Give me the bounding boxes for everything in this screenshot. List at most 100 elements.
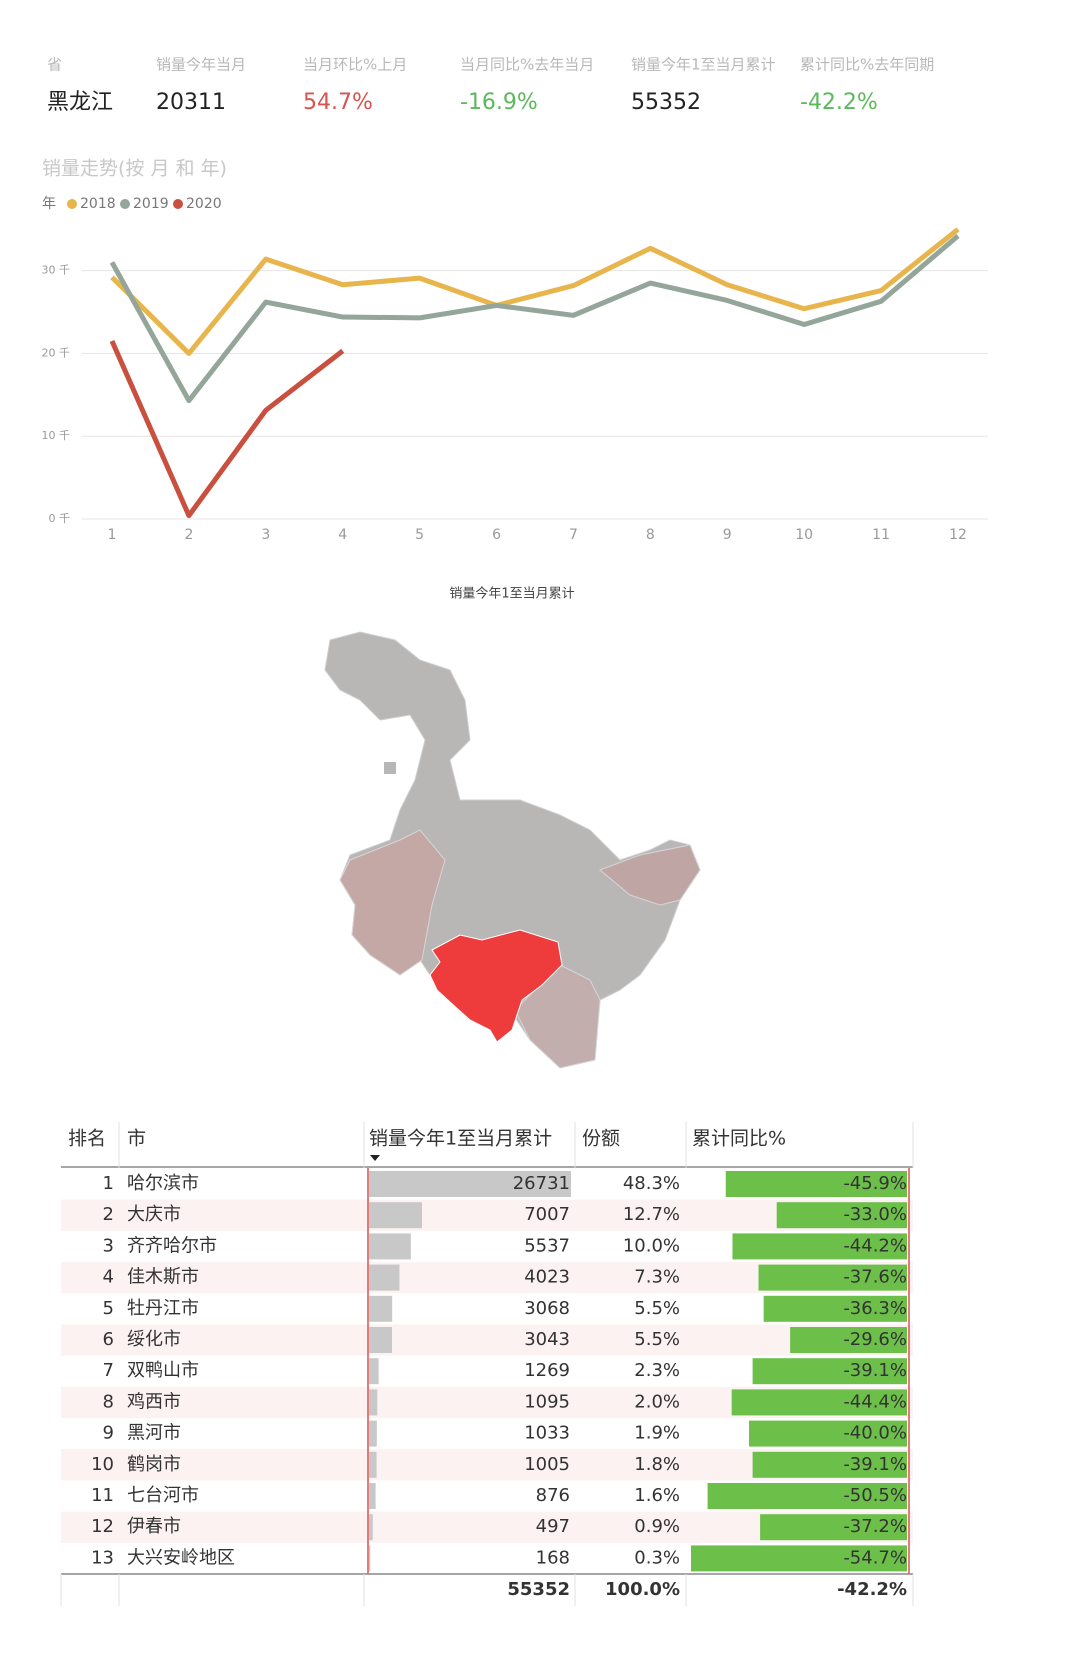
map-region (514, 964, 601, 1069)
sales: 168 (536, 1547, 570, 1568)
x-tick-label: 7 (569, 527, 578, 543)
sales: 3043 (524, 1329, 570, 1350)
share: 5.5% (634, 1329, 680, 1350)
city: 齐齐哈尔市 (127, 1235, 217, 1256)
city: 佳木斯市 (127, 1267, 199, 1288)
kpi-label: 当月环比%上月 (303, 56, 407, 74)
yoy: -29.6% (843, 1329, 907, 1350)
table-header: 市 (127, 1128, 146, 1150)
sales: 1033 (524, 1423, 570, 1444)
series-line (109, 233, 960, 404)
yoy-bar (725, 1171, 907, 1197)
legend-label: 2018 (80, 196, 116, 212)
x-tick-label: 5 (415, 527, 424, 543)
yoy-bar (760, 1514, 907, 1541)
share: 1.6% (634, 1485, 680, 1506)
y-tick-label: 10 千 (42, 429, 71, 442)
sales-bar (369, 1264, 400, 1291)
sales: 26731 (513, 1173, 570, 1194)
x-tick-label: 3 (261, 527, 270, 543)
map-region (599, 844, 701, 906)
kpi-value: -16.9% (460, 90, 538, 115)
rank: 12 (91, 1516, 114, 1537)
kpi-value: 黑龙江 (47, 90, 113, 115)
city: 大庆市 (127, 1204, 181, 1225)
yoy: -50.5% (843, 1485, 907, 1506)
total-sales: 55352 (507, 1579, 570, 1600)
map-region (339, 829, 446, 976)
yoy-bar (758, 1264, 907, 1291)
sales-bar (369, 1202, 422, 1229)
rank: 2 (103, 1204, 114, 1225)
share: 2.3% (634, 1360, 680, 1381)
rank: 5 (103, 1298, 114, 1319)
sales: 5537 (524, 1235, 570, 1256)
sales-bar (369, 1233, 411, 1260)
x-tick-label: 8 (646, 527, 655, 543)
rank: 8 (103, 1391, 114, 1412)
share: 10.0% (623, 1235, 680, 1256)
rank: 9 (103, 1423, 114, 1444)
rank: 7 (103, 1360, 114, 1381)
x-tick-label: 12 (949, 527, 967, 543)
yoy-bar (749, 1420, 907, 1447)
yoy: -33.0% (843, 1204, 907, 1225)
kpi-value: 55352 (631, 90, 701, 115)
yoy: -44.4% (843, 1391, 907, 1412)
yoy: -40.0% (843, 1423, 907, 1444)
share: 12.7% (623, 1204, 680, 1225)
yoy-bar (732, 1233, 907, 1260)
rank: 13 (91, 1547, 114, 1568)
sales-bar (369, 1327, 392, 1353)
share: 1.8% (634, 1454, 680, 1475)
x-tick-label: 6 (492, 527, 501, 543)
share: 2.0% (634, 1391, 680, 1412)
legend-marker (120, 199, 130, 209)
yoy-bar (752, 1358, 907, 1385)
yoy: -36.3% (843, 1298, 907, 1319)
x-tick-label: 4 (338, 527, 347, 543)
city: 双鸭山市 (127, 1360, 199, 1381)
rank: 4 (103, 1267, 114, 1288)
yoy: -39.1% (843, 1454, 907, 1475)
chart-title: 销量走势(按 月 和 年) (42, 158, 227, 180)
city: 牡丹江市 (127, 1298, 199, 1319)
total-yoy: -42.2% (837, 1579, 907, 1600)
yoy-bar (763, 1295, 907, 1322)
rank: 3 (103, 1235, 114, 1256)
city: 七台河市 (127, 1485, 199, 1506)
rank: 1 (103, 1173, 114, 1194)
y-tick-label: 20 千 (42, 346, 71, 359)
kpi-value: -42.2% (800, 90, 878, 115)
share: 48.3% (623, 1173, 680, 1194)
series-line (109, 340, 345, 519)
kpi-label: 省 (47, 56, 62, 74)
sales: 876 (536, 1485, 570, 1506)
kpi-value: 54.7% (303, 90, 373, 115)
city: 鹤岗市 (127, 1454, 181, 1475)
row-background (61, 1199, 913, 1231)
series-line (110, 227, 960, 356)
x-tick-label: 2 (184, 527, 193, 543)
x-tick-label: 10 (795, 527, 813, 543)
rank: 10 (91, 1454, 114, 1475)
map (324, 631, 701, 1069)
kpi-label: 当月同比%去年当月 (460, 56, 594, 74)
kpi-label: 销量今年当月 (156, 56, 246, 74)
city: 绥化市 (127, 1329, 181, 1350)
yoy-bar (691, 1545, 907, 1572)
sales-bar (369, 1545, 371, 1572)
y-tick-label: 30 千 (42, 264, 71, 277)
yoy: -37.2% (843, 1516, 907, 1537)
map-island (384, 762, 396, 774)
table-header: 销量今年1至当月累计 (369, 1128, 552, 1150)
sales-bar (369, 1171, 571, 1197)
sales: 7007 (524, 1204, 570, 1225)
table-header: 排名 (68, 1128, 106, 1150)
sort-indicator (370, 1155, 380, 1161)
row-background (61, 1324, 913, 1356)
sales: 4023 (524, 1267, 570, 1288)
yoy: -45.9% (843, 1173, 907, 1194)
legend-marker (67, 199, 77, 209)
